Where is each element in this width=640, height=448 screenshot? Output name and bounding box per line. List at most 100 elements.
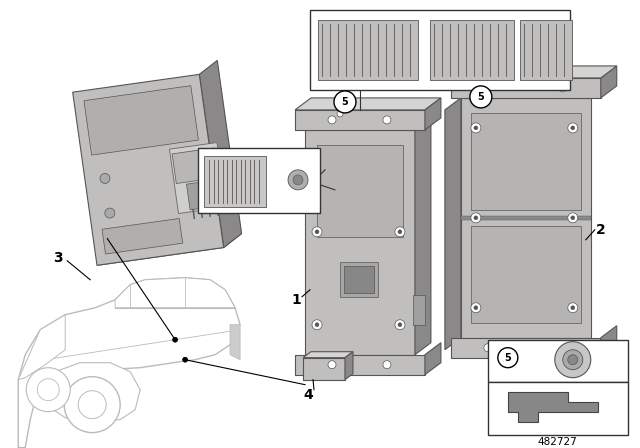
Circle shape (315, 323, 319, 327)
Circle shape (383, 116, 391, 124)
Polygon shape (415, 118, 431, 355)
Polygon shape (115, 278, 235, 308)
Polygon shape (305, 130, 415, 355)
Circle shape (568, 213, 578, 223)
Circle shape (288, 170, 308, 190)
Circle shape (337, 111, 343, 117)
Polygon shape (471, 113, 580, 210)
Polygon shape (601, 66, 617, 98)
Polygon shape (305, 118, 431, 130)
Polygon shape (345, 352, 353, 379)
Circle shape (555, 342, 591, 378)
Text: 2: 2 (596, 223, 605, 237)
Polygon shape (451, 78, 601, 98)
Polygon shape (488, 340, 628, 382)
Circle shape (484, 84, 492, 92)
Circle shape (105, 208, 115, 218)
Polygon shape (295, 110, 425, 130)
Polygon shape (461, 86, 607, 98)
Polygon shape (172, 148, 219, 184)
Polygon shape (198, 148, 320, 213)
Text: 4: 4 (303, 388, 313, 402)
Circle shape (328, 361, 336, 369)
Circle shape (334, 91, 356, 113)
Polygon shape (102, 219, 182, 254)
Polygon shape (97, 233, 242, 265)
Polygon shape (451, 66, 617, 78)
Text: 3: 3 (53, 251, 63, 265)
Text: 482727: 482727 (538, 437, 578, 447)
Polygon shape (295, 355, 425, 375)
Polygon shape (230, 325, 240, 360)
Circle shape (471, 123, 481, 133)
Circle shape (471, 303, 481, 313)
Circle shape (37, 379, 60, 401)
Circle shape (471, 213, 481, 223)
Text: 5: 5 (477, 92, 484, 102)
Circle shape (568, 303, 578, 313)
Circle shape (398, 230, 402, 234)
Polygon shape (471, 226, 580, 323)
Polygon shape (310, 10, 570, 90)
Polygon shape (461, 216, 591, 220)
Polygon shape (45, 363, 140, 422)
Circle shape (315, 230, 319, 234)
Circle shape (395, 320, 405, 330)
Circle shape (312, 320, 322, 330)
Circle shape (559, 84, 567, 92)
Polygon shape (344, 266, 374, 293)
Circle shape (470, 86, 492, 108)
Polygon shape (186, 180, 223, 210)
Polygon shape (170, 142, 226, 214)
Polygon shape (520, 20, 572, 80)
Polygon shape (461, 98, 591, 338)
Circle shape (293, 175, 303, 185)
Polygon shape (340, 262, 378, 297)
Polygon shape (488, 382, 628, 435)
Polygon shape (19, 278, 240, 448)
Circle shape (100, 173, 110, 183)
Circle shape (498, 348, 518, 368)
Circle shape (484, 344, 492, 352)
Circle shape (312, 227, 322, 237)
Polygon shape (303, 358, 345, 379)
Polygon shape (303, 352, 353, 358)
Circle shape (559, 344, 567, 352)
Circle shape (173, 337, 178, 342)
Text: 1: 1 (291, 293, 301, 307)
Circle shape (182, 357, 188, 362)
Circle shape (571, 126, 575, 130)
Circle shape (474, 216, 478, 220)
Circle shape (26, 368, 70, 412)
Circle shape (383, 361, 391, 369)
Polygon shape (84, 86, 198, 155)
Text: 5: 5 (342, 97, 348, 107)
Circle shape (568, 355, 578, 365)
Circle shape (395, 227, 405, 237)
Circle shape (78, 391, 106, 418)
Polygon shape (413, 295, 425, 325)
Polygon shape (425, 343, 441, 375)
Circle shape (571, 306, 575, 310)
Polygon shape (445, 98, 461, 350)
Circle shape (563, 350, 583, 370)
Polygon shape (601, 326, 617, 358)
Circle shape (571, 216, 575, 220)
Circle shape (474, 126, 478, 130)
Polygon shape (425, 98, 441, 130)
Circle shape (398, 323, 402, 327)
Polygon shape (204, 156, 266, 207)
Polygon shape (317, 145, 403, 237)
Polygon shape (199, 60, 242, 248)
Polygon shape (508, 392, 598, 422)
Text: 5: 5 (504, 353, 511, 363)
Circle shape (568, 123, 578, 133)
Polygon shape (318, 20, 418, 80)
Circle shape (64, 377, 120, 433)
Polygon shape (73, 74, 223, 265)
Polygon shape (19, 315, 65, 379)
Polygon shape (430, 20, 514, 80)
Circle shape (474, 306, 478, 310)
Circle shape (328, 116, 336, 124)
Polygon shape (451, 338, 601, 358)
